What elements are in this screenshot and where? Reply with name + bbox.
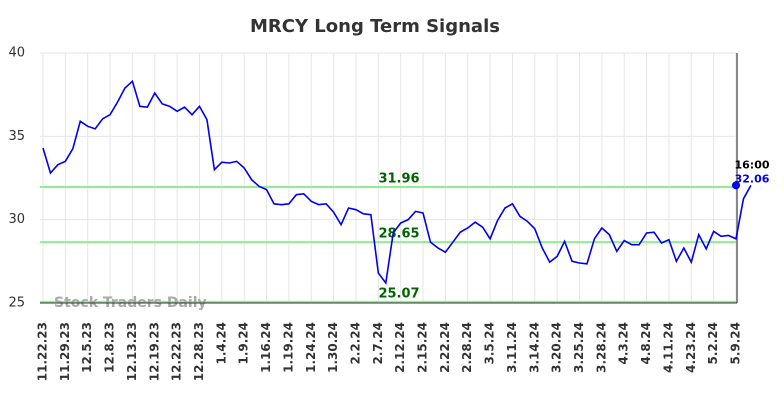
x-tick-label: 12.19.23 <box>147 322 161 381</box>
x-tick-label: 1.30.24 <box>326 322 340 373</box>
x-tick-label: 4.23.24 <box>684 322 698 373</box>
x-tick-label: 11.29.23 <box>58 322 72 381</box>
x-tick-label: 12.8.23 <box>103 322 117 373</box>
x-tick-label: 1.19.24 <box>281 322 295 373</box>
signal-label: 28.65 <box>378 227 419 242</box>
x-tick-label: 5.9.24 <box>729 322 743 365</box>
x-tick-label: 4.8.24 <box>639 322 653 365</box>
x-tick-label: 5.2.24 <box>706 322 720 365</box>
x-tick-label: 12.5.23 <box>80 322 94 373</box>
y-tick-label: 35 <box>8 129 25 144</box>
x-tick-label: 3.5.24 <box>483 322 497 365</box>
x-tick-label: 3.14.24 <box>527 322 541 373</box>
y-tick-label: 25 <box>8 296 25 311</box>
x-tick-label: 2.15.24 <box>416 322 430 373</box>
x-tick-label: 1.24.24 <box>304 322 318 373</box>
last-time: 16:00 <box>734 158 769 171</box>
x-tick-label: 2.22.24 <box>438 322 452 373</box>
x-tick-label: 12.28.23 <box>192 322 206 381</box>
signal-label: 25.07 <box>378 286 419 301</box>
x-tick-label: 4.3.24 <box>617 322 631 365</box>
x-tick-label: 12.13.23 <box>125 322 139 381</box>
x-tick-label: 3.11.24 <box>505 322 519 373</box>
x-tick-label: 3.25.24 <box>572 322 586 373</box>
x-tick-label: 2.2.24 <box>348 322 362 365</box>
x-tick-label: 2.7.24 <box>371 322 385 365</box>
x-tick-label: 2.12.24 <box>393 322 407 373</box>
x-tick-label: 11.22.23 <box>36 322 50 381</box>
last-point <box>732 181 740 190</box>
y-tick-label: 30 <box>8 212 25 227</box>
x-tick-label: 4.11.24 <box>661 322 675 373</box>
price-line <box>42 79 752 286</box>
x-tick-label: 3.28.24 <box>594 322 608 373</box>
signal-label: 31.96 <box>378 172 419 187</box>
chart-title: MRCY Long Term Signals <box>250 16 500 37</box>
x-tick-label: 1.9.24 <box>237 322 251 365</box>
x-tick-label: 2.28.24 <box>460 322 474 373</box>
x-tick-label: 3.20.24 <box>550 322 564 373</box>
y-tick-label: 40 <box>8 46 25 61</box>
last-value: 32.06 <box>735 172 770 185</box>
x-tick-label: 1.4.24 <box>214 322 228 365</box>
x-tick-label: 12.22.23 <box>170 322 184 381</box>
x-tick-label: 1.16.24 <box>259 322 273 373</box>
